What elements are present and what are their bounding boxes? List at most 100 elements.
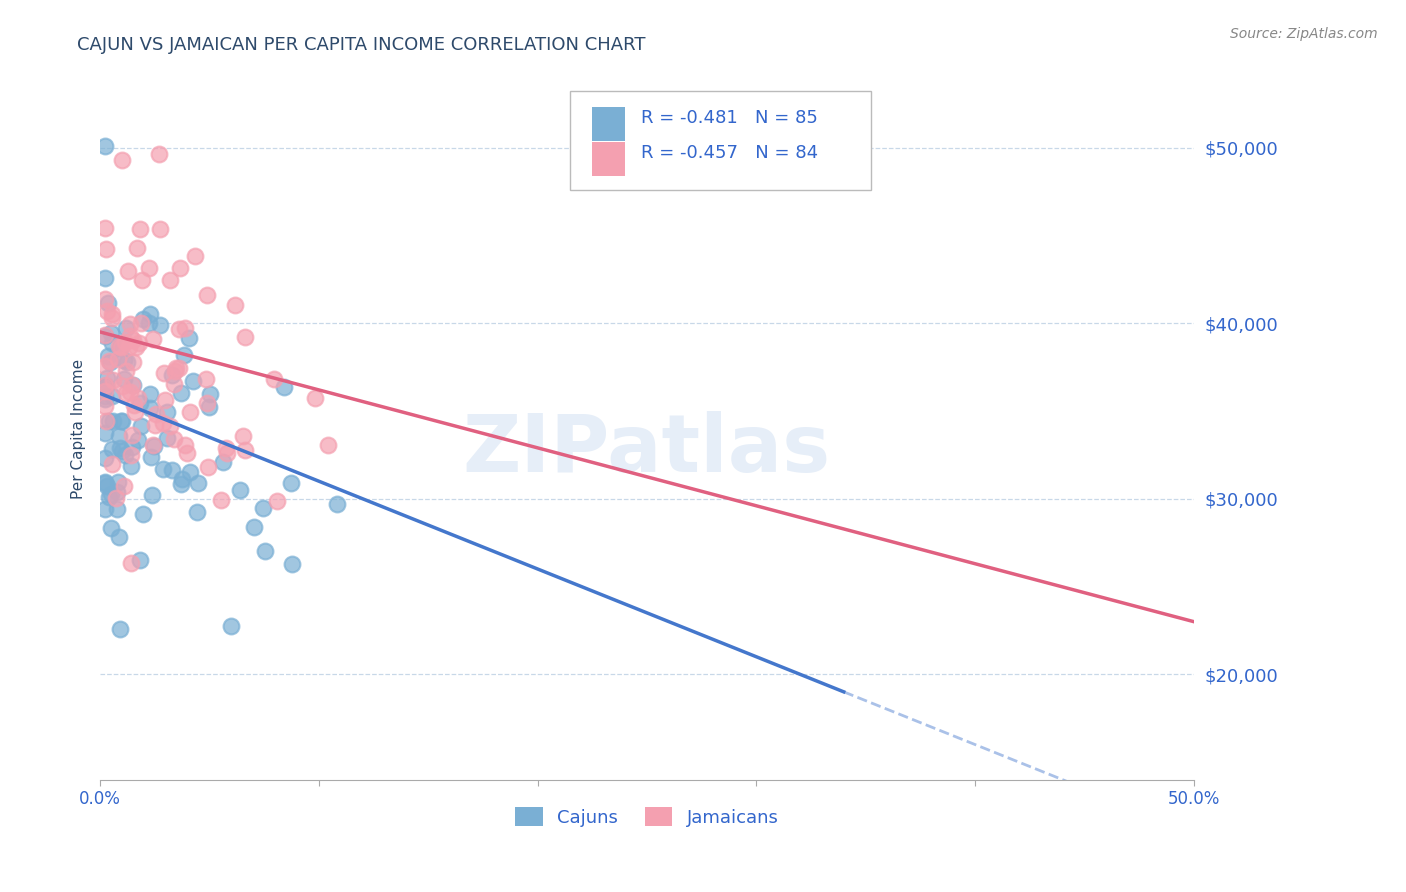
Point — [160, 463, 183, 477]
Point — [209, 493, 232, 508]
Point — [273, 380, 295, 394]
Point — [93, 359, 115, 373]
Point — [127, 433, 149, 447]
Point — [121, 377, 143, 392]
Point — [120, 448, 142, 462]
Point — [184, 249, 207, 263]
Point — [101, 336, 124, 351]
Point — [98, 414, 121, 428]
Point — [141, 450, 163, 464]
Point — [124, 340, 146, 354]
Point — [316, 438, 339, 452]
Point — [93, 392, 115, 406]
Point — [156, 431, 179, 445]
Point — [159, 419, 181, 434]
Point — [169, 260, 191, 275]
Text: R = -0.481   N = 85: R = -0.481 N = 85 — [641, 109, 818, 128]
Point — [114, 448, 136, 462]
Point — [152, 461, 174, 475]
Point — [139, 387, 162, 401]
Point — [94, 379, 117, 393]
Point — [215, 441, 238, 455]
Point — [160, 368, 183, 382]
Point — [115, 354, 138, 368]
Point — [132, 507, 155, 521]
FancyBboxPatch shape — [592, 142, 626, 176]
Point — [107, 502, 129, 516]
Point — [195, 288, 218, 302]
Point — [145, 417, 167, 432]
Point — [153, 392, 176, 407]
Point — [129, 553, 152, 567]
Point — [122, 333, 145, 347]
Point — [173, 320, 195, 334]
Point — [170, 386, 193, 401]
Point — [96, 304, 118, 318]
Point — [128, 395, 150, 409]
Point — [186, 506, 208, 520]
Point — [127, 391, 149, 405]
Point — [105, 485, 128, 500]
Point — [280, 557, 302, 571]
Point — [177, 331, 200, 345]
Point — [170, 476, 193, 491]
Point — [93, 139, 115, 153]
Point — [212, 455, 235, 469]
Point — [93, 292, 115, 306]
Point — [114, 334, 136, 349]
Point — [141, 488, 163, 502]
Point — [142, 438, 165, 452]
Point — [148, 147, 170, 161]
Point — [101, 414, 124, 428]
Point — [233, 329, 256, 343]
Point — [93, 384, 115, 399]
Point — [111, 413, 134, 427]
Point — [173, 348, 195, 362]
Y-axis label: Per Capita Income: Per Capita Income — [72, 359, 86, 499]
Point — [228, 483, 250, 497]
Point — [112, 372, 135, 386]
Point — [101, 458, 124, 472]
Point — [167, 360, 190, 375]
Point — [120, 384, 142, 399]
Text: CAJUN VS JAMAICAN PER CAPITA INCOME CORRELATION CHART: CAJUN VS JAMAICAN PER CAPITA INCOME CORR… — [77, 36, 645, 54]
Point — [93, 426, 115, 441]
Point — [93, 220, 115, 235]
Point — [198, 401, 221, 415]
Point — [101, 307, 124, 321]
Point — [101, 442, 124, 457]
Point — [93, 475, 115, 490]
Point — [198, 387, 221, 401]
Point — [129, 419, 152, 434]
Point — [104, 491, 127, 505]
Point — [280, 475, 302, 490]
Point — [110, 414, 132, 428]
Point — [100, 521, 122, 535]
Point — [94, 451, 117, 466]
Legend: Cajuns, Jamaicans: Cajuns, Jamaicans — [508, 800, 786, 834]
Point — [93, 271, 115, 285]
Point — [152, 417, 174, 431]
Point — [121, 440, 143, 454]
Point — [97, 296, 120, 310]
Point — [110, 441, 132, 455]
Point — [242, 520, 264, 534]
FancyBboxPatch shape — [571, 92, 872, 190]
Point — [93, 400, 115, 414]
Point — [179, 465, 201, 479]
Point — [194, 372, 217, 386]
Text: ZIPatlas: ZIPatlas — [463, 410, 831, 489]
Point — [124, 398, 146, 412]
Point — [100, 487, 122, 501]
Point — [108, 428, 131, 442]
Point — [94, 242, 117, 256]
Point — [187, 476, 209, 491]
Point — [111, 443, 134, 458]
Point — [111, 379, 134, 393]
Point — [224, 298, 246, 312]
Point — [118, 340, 141, 354]
Point — [163, 364, 186, 378]
Point — [142, 332, 165, 346]
Text: Source: ZipAtlas.com: Source: ZipAtlas.com — [1230, 27, 1378, 41]
Point — [112, 479, 135, 493]
